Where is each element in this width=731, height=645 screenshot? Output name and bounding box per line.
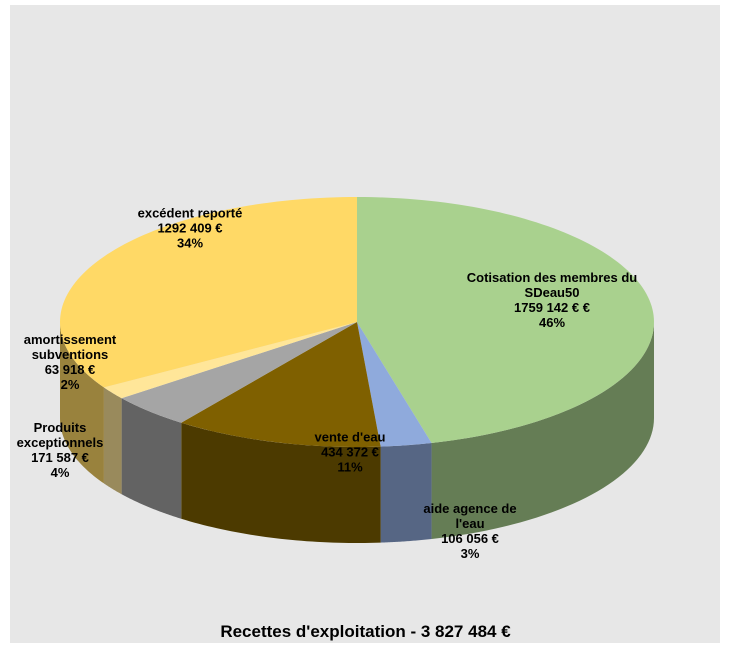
slice-side <box>380 442 432 543</box>
value-label: 434 372 € <box>321 444 379 460</box>
slice-side <box>431 322 654 539</box>
data-label: vente d'eau 434 372 €11% <box>300 430 400 475</box>
slice-side <box>60 322 104 484</box>
value-label: 34% <box>176 235 204 251</box>
category-label: excédent reporté <box>137 205 243 221</box>
value-label: 106 056 € <box>441 531 499 546</box>
category-label: Produits exceptionnels <box>16 420 104 450</box>
slice <box>181 322 381 447</box>
data-label: Cotisation des membres du SDeau50 1759 14… <box>462 270 642 330</box>
data-label: excédent reporté 1292 409 €34% <box>120 206 260 251</box>
value-label: 11% <box>337 459 363 475</box>
data-label: Produits exceptionnels 171 587 €4% <box>10 420 110 480</box>
value-label: 1759 142 € € <box>514 300 590 315</box>
value-label: 2% <box>60 377 80 392</box>
slice <box>60 197 357 388</box>
slice-side <box>181 422 381 543</box>
value-label: 63 918 € <box>44 362 96 377</box>
data-label: aide agence de l'eau 106 056 €3% <box>408 501 533 561</box>
value-label: 3% <box>460 546 480 561</box>
value-label: 46% <box>538 315 566 330</box>
category-label: amortissement subventions <box>23 332 117 362</box>
slice-side <box>121 398 182 519</box>
value-label: 171 587 € <box>31 450 89 465</box>
data-label: amortissement subventions 63 918 €2% <box>10 332 130 392</box>
category-label: aide agence de l'eau <box>423 501 517 531</box>
slice <box>103 322 357 399</box>
slice <box>121 322 358 423</box>
value-label: 1292 409 € <box>157 220 223 236</box>
category-label: vente d'eau <box>314 429 386 445</box>
slice <box>357 322 432 447</box>
value-label: 4% <box>50 465 70 480</box>
category-label: Cotisation des membres du SDeau50 <box>466 270 638 300</box>
slice <box>357 197 654 443</box>
chart-title: Recettes d'exploitation - 3 827 484 € <box>220 622 511 641</box>
slice-side <box>103 387 122 495</box>
